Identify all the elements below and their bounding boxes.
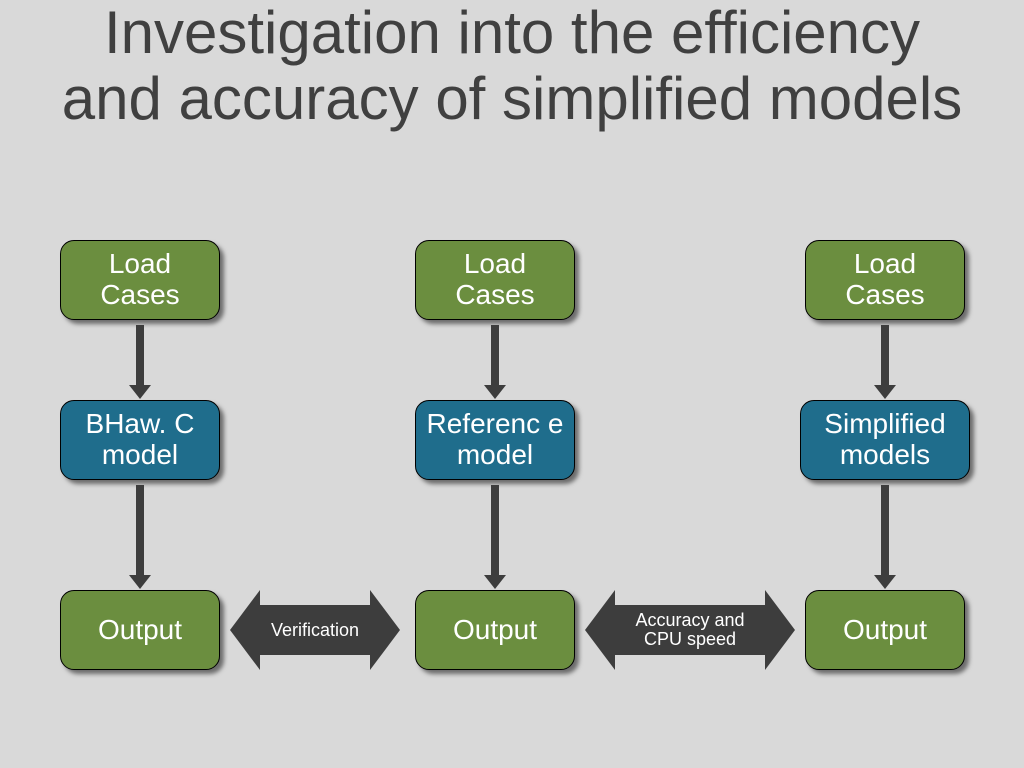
box-model-1: Referenc e model — [415, 400, 575, 480]
box-output-0: Output — [60, 590, 220, 670]
connector-label-0: Verification — [260, 605, 370, 655]
box-output-1: Output — [415, 590, 575, 670]
box-load-cases-2: Load Cases — [805, 240, 965, 320]
slide: Investigation into the efficiency and ac… — [0, 0, 1024, 768]
box-model-0: BHaw. C model — [60, 400, 220, 480]
connector-label-1: Accuracy and CPU speed — [615, 605, 765, 655]
arrow-down-icon — [136, 325, 144, 385]
arrow-down-icon — [881, 485, 889, 575]
arrow-down-icon — [491, 325, 499, 385]
double-arrow-verification: Verification — [230, 590, 400, 670]
slide-title: Investigation into the efficiency and ac… — [0, 0, 1024, 132]
arrow-down-icon — [136, 485, 144, 575]
box-load-cases-1: Load Cases — [415, 240, 575, 320]
box-model-2: Simplified models — [800, 400, 970, 480]
arrow-down-icon — [491, 485, 499, 575]
box-output-2: Output — [805, 590, 965, 670]
double-arrow-accuracy: Accuracy and CPU speed — [585, 590, 795, 670]
box-load-cases-0: Load Cases — [60, 240, 220, 320]
arrow-down-icon — [881, 325, 889, 385]
